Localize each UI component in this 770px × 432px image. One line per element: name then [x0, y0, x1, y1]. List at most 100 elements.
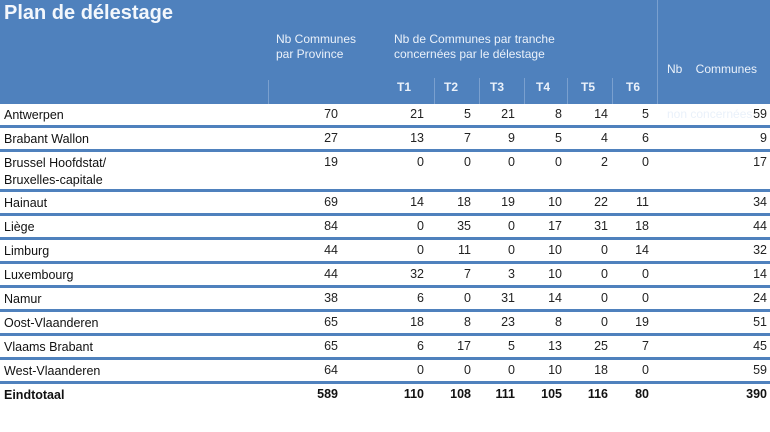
total-t1: 110 [403, 387, 424, 401]
cell-t3: 3 [508, 267, 515, 281]
cell-non-concernees: 34 [753, 195, 767, 209]
cell-province: 38 [324, 291, 338, 305]
cell-t2: 0 [464, 291, 471, 305]
total-t4: 105 [541, 387, 562, 401]
cell-t6: 19 [635, 315, 649, 329]
province-name: Limburg [4, 244, 50, 258]
table-row: Hainaut 69 14 18 19 10 22 11 34 [0, 192, 770, 216]
cell-t2: 5 [464, 107, 471, 121]
province-name: Vlaams Brabant [4, 340, 93, 354]
cell-t1: 13 [410, 131, 424, 145]
cell-t3: 0 [508, 363, 515, 377]
header-t6: T6 [625, 80, 640, 94]
cell-province: 44 [324, 267, 338, 281]
total-label: Eindtotaal [4, 388, 65, 402]
table-header: Plan de délestage Nb Communes par Provin… [0, 0, 770, 121]
province-name-line1: Brussel Hoofdstat/ [4, 156, 107, 170]
province-name: Namur [4, 292, 42, 306]
header-t4: T4 [535, 80, 550, 94]
column-divider [434, 78, 435, 104]
cell-t4: 13 [548, 339, 562, 353]
cell-t3: 0 [508, 155, 515, 169]
cell-t5: 18 [594, 363, 608, 377]
table-body: Antwerpen 70 21 5 21 8 14 5 59 Brabant W… [0, 104, 770, 408]
header-t3: T3 [489, 80, 504, 94]
cell-t5: 4 [601, 131, 608, 145]
cell-t6: 18 [635, 219, 649, 233]
header-non-line1: Nb Communes [667, 62, 758, 76]
cell-t2: 17 [457, 339, 471, 353]
table-row: Luxembourg 44 32 7 3 10 0 0 14 [0, 264, 770, 288]
cell-t1: 0 [417, 243, 424, 257]
cell-t1: 0 [417, 155, 424, 169]
cell-non-concernees: 59 [753, 363, 767, 377]
cell-non-concernees: 24 [753, 291, 767, 305]
cell-t4: 14 [548, 291, 562, 305]
header-t1: T1 [396, 80, 411, 94]
cell-t4: 8 [555, 315, 562, 329]
header-province-line1: Nb Communes [276, 32, 357, 46]
cell-t1: 6 [417, 291, 424, 305]
cell-t3: 5 [508, 339, 515, 353]
total-t2: 108 [450, 387, 471, 401]
header-province-line2: par Province [276, 47, 344, 61]
cell-province: 84 [324, 219, 338, 233]
cell-t4: 10 [548, 363, 562, 377]
column-divider [524, 78, 525, 104]
table-row: Oost-Vlaanderen 65 18 8 23 8 0 19 51 [0, 312, 770, 336]
cell-province: 70 [324, 107, 338, 121]
header-tranches: Nb de Communes par tranche concernées pa… [394, 32, 555, 62]
province-name: Luxembourg [4, 268, 74, 282]
cell-t3: 31 [501, 291, 515, 305]
cell-t1: 0 [417, 219, 424, 233]
cell-t6: 0 [642, 363, 649, 377]
header-tranches-line1: Nb de Communes par tranche [394, 32, 555, 46]
cell-t1: 32 [410, 267, 424, 281]
cell-t5: 2 [601, 155, 608, 169]
cell-non-concernees: 9 [760, 131, 767, 145]
cell-t1: 14 [410, 195, 424, 209]
cell-t6: 0 [642, 267, 649, 281]
total-t6: 80 [635, 387, 649, 401]
cell-t6: 11 [636, 195, 649, 209]
cell-province: 19 [324, 155, 338, 169]
cell-t1: 6 [417, 339, 424, 353]
cell-t2: 35 [457, 219, 471, 233]
table-row: Limburg 44 0 11 0 10 0 14 32 [0, 240, 770, 264]
province-name: Oost-Vlaanderen [4, 316, 99, 330]
header-non-concernees: Nb Communes non concernées [667, 32, 757, 152]
cell-t3: 23 [501, 315, 515, 329]
column-divider [657, 0, 658, 104]
cell-t6: 14 [635, 243, 649, 257]
cell-t4: 0 [555, 155, 562, 169]
cell-t5: 22 [594, 195, 608, 209]
cell-t5: 0 [601, 243, 608, 257]
cell-t5: 0 [601, 267, 608, 281]
cell-t3: 21 [501, 107, 515, 121]
header-tranches-line2: concernées par le délestage [394, 47, 545, 61]
cell-t3: 19 [501, 195, 515, 209]
header-t2: T2 [443, 80, 458, 94]
cell-t4: 5 [555, 131, 562, 145]
table-row: West-Vlaanderen 64 0 0 0 10 18 0 59 [0, 360, 770, 384]
cell-non-concernees: 51 [753, 315, 767, 329]
column-divider [479, 78, 480, 104]
column-divider [612, 78, 613, 104]
cell-t3: 0 [508, 243, 515, 257]
total-row: Eindtotaal 589 110 108 111 105 116 80 39… [0, 384, 770, 408]
cell-province: 65 [324, 339, 338, 353]
cell-t4: 10 [548, 195, 562, 209]
cell-t5: 31 [594, 219, 608, 233]
header-non-line2: non concernées [667, 107, 753, 121]
column-divider [268, 80, 269, 104]
province-name: Hainaut [4, 196, 48, 210]
cell-t5: 0 [601, 315, 608, 329]
province-name: Brabant Wallon [4, 132, 89, 146]
column-divider [567, 78, 568, 104]
cell-t1: 0 [417, 363, 424, 377]
cell-t2: 7 [464, 131, 471, 145]
province-name: West-Vlaanderen [4, 364, 101, 378]
cell-t6: 0 [642, 155, 649, 169]
cell-t6: 7 [642, 339, 649, 353]
cell-t4: 10 [548, 243, 562, 257]
